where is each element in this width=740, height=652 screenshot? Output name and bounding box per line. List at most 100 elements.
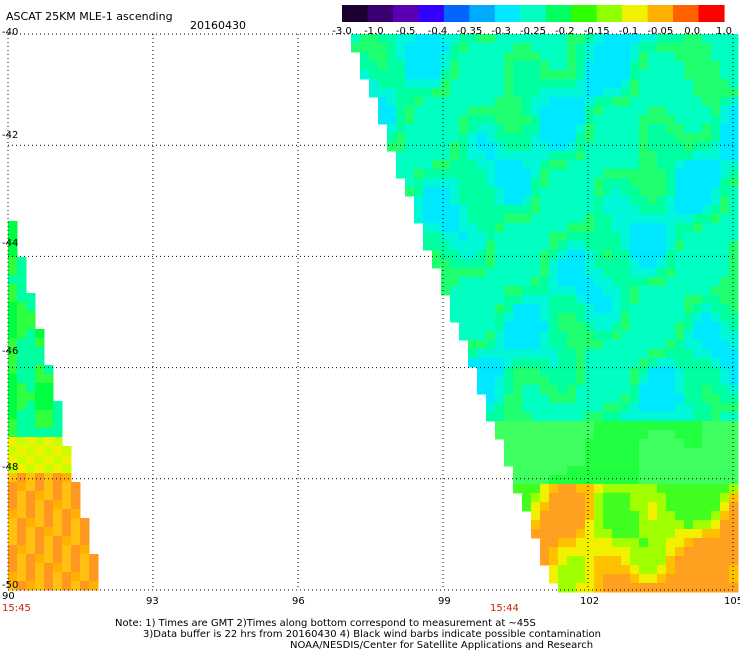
data-cell	[495, 430, 505, 440]
note-line-3: NOAA/NESDIS/Center for Satellite Applica…	[290, 640, 594, 651]
data-cell	[495, 160, 505, 170]
data-cell	[513, 358, 523, 368]
data-cell	[35, 392, 45, 402]
data-cell	[702, 286, 712, 296]
data-cell	[567, 457, 577, 467]
data-cell	[522, 412, 532, 422]
data-cell	[531, 502, 541, 512]
data-cell	[666, 124, 676, 134]
data-cell	[44, 455, 54, 465]
data-cell	[513, 250, 523, 260]
data-cell	[405, 70, 415, 80]
data-cell	[567, 466, 577, 476]
data-cell	[585, 421, 595, 431]
data-cell	[441, 187, 451, 197]
data-cell	[495, 286, 505, 296]
data-cell	[639, 358, 649, 368]
data-cell	[531, 277, 541, 287]
data-cell	[531, 88, 541, 98]
data-cell	[459, 169, 469, 179]
data-cell	[468, 214, 478, 224]
data-cell	[648, 70, 658, 80]
data-cell	[26, 518, 36, 528]
data-cell	[630, 214, 640, 224]
data-cell	[612, 367, 622, 377]
data-cell	[477, 241, 487, 251]
data-cell	[549, 88, 559, 98]
data-cell	[567, 133, 577, 143]
data-cell	[44, 392, 54, 402]
data-cell	[468, 142, 478, 152]
data-cell	[702, 241, 712, 251]
data-cell	[657, 151, 667, 161]
data-cell	[522, 169, 532, 179]
data-cell	[621, 457, 631, 467]
data-cell	[531, 448, 541, 458]
data-cell	[576, 538, 586, 548]
data-cell	[558, 124, 568, 134]
data-cell	[486, 286, 496, 296]
data-cell	[675, 133, 685, 143]
data-cell	[44, 374, 54, 384]
data-cell	[657, 394, 667, 404]
data-cell	[531, 493, 541, 503]
data-cell	[657, 403, 667, 413]
data-cell	[585, 412, 595, 422]
data-cell	[558, 43, 568, 53]
data-cell	[504, 385, 514, 395]
data-cell	[450, 43, 460, 53]
data-cell	[630, 358, 640, 368]
data-cell	[495, 97, 505, 107]
data-cell	[630, 187, 640, 197]
data-cell	[558, 376, 568, 386]
data-cell	[549, 142, 559, 152]
data-cell	[26, 329, 36, 339]
data-cell	[612, 196, 622, 206]
data-cell	[603, 385, 613, 395]
data-cell	[477, 34, 487, 44]
data-cell	[504, 358, 514, 368]
data-cell	[405, 34, 415, 44]
data-cell	[657, 160, 667, 170]
data-cell	[504, 52, 514, 62]
data-cell	[639, 457, 649, 467]
data-cell	[504, 304, 514, 314]
data-cell	[693, 385, 703, 395]
data-cell	[495, 340, 505, 350]
data-cell	[423, 79, 433, 89]
data-cell	[693, 187, 703, 197]
data-cell	[657, 169, 667, 179]
data-cell	[414, 205, 424, 215]
data-cell	[26, 500, 36, 510]
data-cell	[594, 565, 604, 575]
data-cell	[666, 583, 676, 593]
data-cell	[675, 394, 685, 404]
data-cell	[576, 205, 586, 215]
data-cell	[603, 358, 613, 368]
data-cell	[666, 169, 676, 179]
data-cell	[702, 70, 712, 80]
data-cell	[468, 259, 478, 269]
data-cell	[576, 556, 586, 566]
data-cell	[666, 565, 676, 575]
data-cell	[603, 124, 613, 134]
data-cell	[693, 304, 703, 314]
data-cell	[648, 169, 658, 179]
data-cell	[459, 97, 469, 107]
data-cell	[35, 428, 45, 438]
data-cell	[603, 133, 613, 143]
data-cell	[80, 518, 90, 528]
data-cell	[495, 403, 505, 413]
data-cell	[441, 115, 451, 125]
data-cell	[693, 115, 703, 125]
data-cell	[567, 169, 577, 179]
data-cell	[540, 448, 550, 458]
data-cell	[540, 529, 550, 539]
data-cell	[432, 151, 442, 161]
colorbar-swatch	[342, 5, 369, 22]
data-cell	[720, 43, 730, 53]
data-cell	[486, 376, 496, 386]
data-cell	[693, 421, 703, 431]
data-cell	[26, 545, 36, 555]
data-cell	[612, 475, 622, 485]
